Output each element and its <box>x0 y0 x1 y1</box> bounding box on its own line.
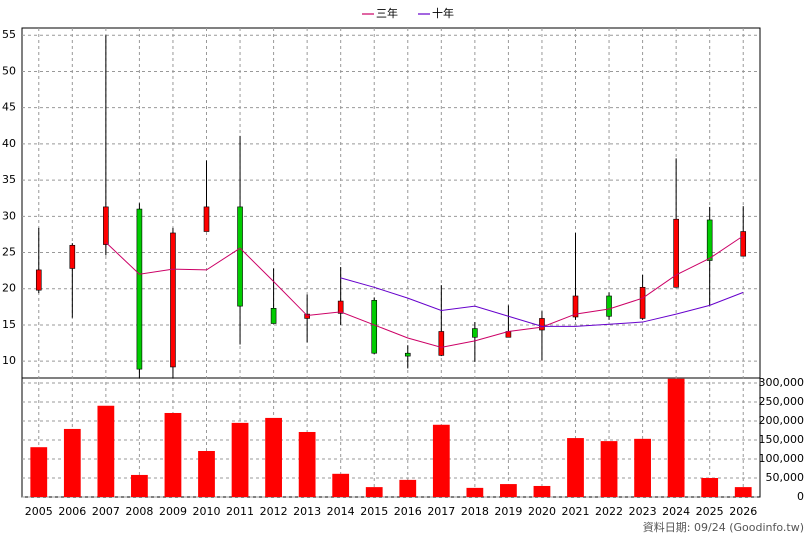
volume-bar <box>567 438 584 497</box>
y2-tick-label: 100,000 <box>759 452 805 465</box>
x-tick-label: 2019 <box>494 505 522 518</box>
legend-label: 十年 <box>432 6 454 20</box>
candle-body <box>203 206 210 232</box>
candle-body <box>170 232 176 368</box>
x-tick-label: 2011 <box>226 505 254 518</box>
y2-tick-label: 50,000 <box>766 471 805 484</box>
volume-bar <box>97 405 115 497</box>
volume-bar <box>231 422 249 497</box>
x-tick-label: 2022 <box>595 505 623 518</box>
candle-body <box>69 244 76 269</box>
y-tick-label: 55 <box>2 28 16 41</box>
x-tick-label: 2013 <box>293 505 321 518</box>
candle-body <box>237 206 243 307</box>
y-tick-label: 20 <box>2 282 16 295</box>
candle-body <box>438 331 445 356</box>
x-tick-label: 2018 <box>461 505 489 518</box>
volume-bar <box>667 378 685 497</box>
volume-bar <box>432 424 450 497</box>
x-tick-label: 2010 <box>193 505 221 518</box>
candle-body <box>673 218 679 288</box>
x-tick-label: 2009 <box>159 505 187 518</box>
y-tick-label: 40 <box>2 137 16 150</box>
candle-body <box>472 328 478 338</box>
x-tick-label: 2012 <box>260 505 288 518</box>
ma-line <box>105 235 744 348</box>
volume-bar <box>164 412 182 497</box>
volume-bar <box>399 479 417 497</box>
candle-body <box>136 208 143 370</box>
source-note: 資料日期: 09/24 (Goodinfo.tw) <box>643 520 804 534</box>
x-tick-label: 2024 <box>662 505 690 518</box>
x-tick-label: 2005 <box>25 505 53 518</box>
x-tick-label: 2017 <box>427 505 455 518</box>
x-tick-label: 2014 <box>327 505 355 518</box>
y2-tick-label: 0 <box>797 490 804 503</box>
x-tick-label: 2006 <box>58 505 86 518</box>
volume-bar <box>298 431 316 497</box>
x-tick-label: 2015 <box>360 505 388 518</box>
y-tick-label: 30 <box>2 209 16 222</box>
candle-body <box>35 269 42 291</box>
x-tick-label: 2025 <box>696 505 724 518</box>
y-tick-label: 25 <box>2 246 16 259</box>
candle-body <box>706 219 713 261</box>
candle-body <box>270 307 277 324</box>
candle-body <box>740 231 747 257</box>
x-tick-label: 2023 <box>629 505 657 518</box>
volume-bar <box>634 438 651 497</box>
plot-frame <box>21 27 761 498</box>
volume-bar <box>701 477 719 497</box>
volume-bar <box>466 487 484 497</box>
volume-bar <box>63 428 81 497</box>
y-tick-label: 10 <box>2 354 16 367</box>
y-tick-label: 50 <box>2 64 16 77</box>
candle-body <box>103 206 109 245</box>
x-tick-label: 2026 <box>729 505 757 518</box>
candle-body <box>606 295 612 317</box>
volume-bar <box>198 450 215 497</box>
volume-bar <box>365 487 383 497</box>
x-tick-label: 2020 <box>528 505 556 518</box>
volume-bar <box>600 441 618 497</box>
y2-tick-label: 200,000 <box>759 414 805 427</box>
volume-bar <box>734 487 752 497</box>
y2-tick-label: 300,000 <box>759 376 805 389</box>
y2-tick-label: 150,000 <box>759 433 805 446</box>
volume-bar <box>265 417 282 497</box>
candle-body <box>572 295 579 318</box>
candle-body <box>371 300 378 354</box>
ma-line <box>340 277 744 327</box>
x-tick-label: 2021 <box>562 505 590 518</box>
legend-label: 三年 <box>376 6 398 20</box>
candle-body <box>304 313 310 319</box>
candle-body <box>404 352 411 357</box>
candle-body <box>639 286 646 319</box>
volume-bar <box>332 473 350 497</box>
candle-body <box>539 318 545 331</box>
candle-body <box>337 300 344 314</box>
x-tick-label: 2008 <box>125 505 153 518</box>
volume-bar <box>500 484 517 497</box>
volume-bar <box>30 447 48 497</box>
volume-bar <box>533 485 551 497</box>
y2-tick-label: 250,000 <box>759 395 805 408</box>
y-tick-label: 35 <box>2 173 16 186</box>
x-tick-label: 2007 <box>92 505 120 518</box>
volume-bar <box>131 474 148 497</box>
y-tick-label: 15 <box>2 318 16 331</box>
x-tick-label: 2016 <box>394 505 422 518</box>
y-tick-label: 45 <box>2 101 16 114</box>
